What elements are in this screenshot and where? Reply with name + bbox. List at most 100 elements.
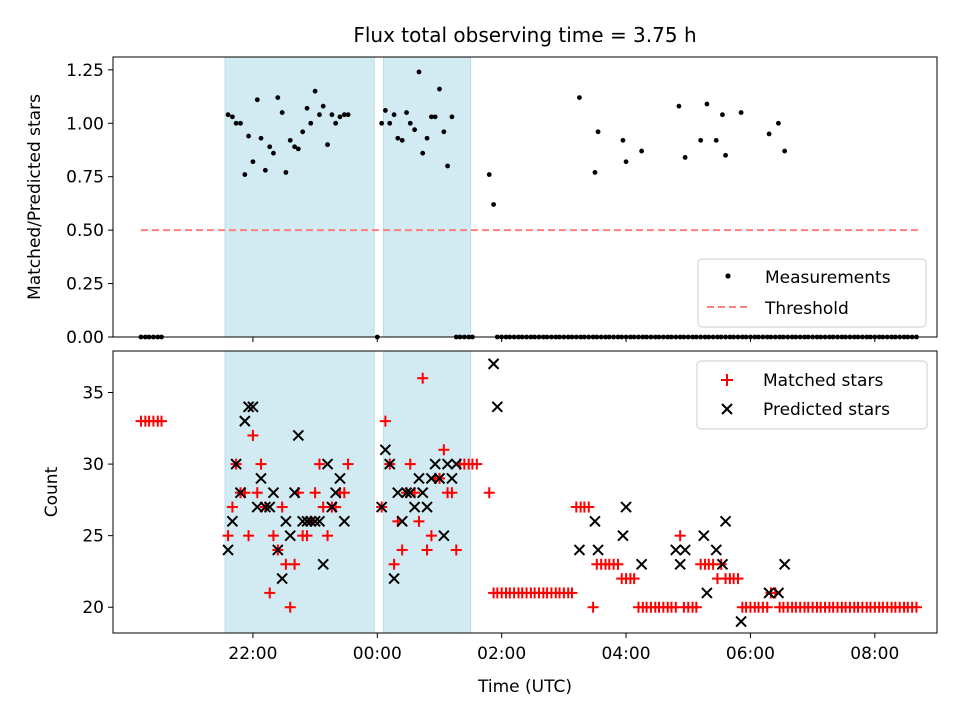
measurement-point <box>766 131 772 137</box>
measurement-point <box>412 127 418 133</box>
measurement-point <box>395 135 401 141</box>
predicted-star-point <box>255 472 267 485</box>
matched-star-point <box>226 501 238 513</box>
y-tick-label: 0.50 <box>66 221 104 241</box>
x-tick-label: 22:00 <box>228 644 277 664</box>
predicted-star-point <box>264 501 276 513</box>
top-panel: Flux total observing time = 3.75 h 0.000… <box>25 23 938 348</box>
measurement-point <box>295 146 301 152</box>
measurement-point <box>416 69 422 75</box>
matched-star-point <box>396 544 408 556</box>
measurement-point <box>720 112 725 118</box>
measurement-point <box>420 150 426 156</box>
predicted-star-point <box>635 558 648 570</box>
measurement-point <box>312 88 318 94</box>
predicted-star-point <box>617 529 629 542</box>
predicted-star-point <box>375 501 388 513</box>
predicted-star-point <box>309 515 321 528</box>
predicted-star-point <box>384 458 396 470</box>
predicted-star-point <box>413 472 425 485</box>
measurement-point <box>254 97 260 103</box>
measurement-point <box>262 167 268 173</box>
measurement-point <box>379 120 385 126</box>
top-legend: Measurements Threshold <box>697 258 927 328</box>
matched-star-point <box>264 587 276 599</box>
matched-star-point <box>156 415 168 427</box>
predicted-star-point <box>589 515 601 528</box>
predicted-star-point <box>416 487 429 499</box>
measurement-point <box>595 129 601 135</box>
measurement-point <box>449 114 455 120</box>
x-tick-label: 00:00 <box>353 644 402 664</box>
predicted-star-point <box>392 487 404 499</box>
measurement-point <box>713 137 719 143</box>
matched-star-point <box>438 444 450 456</box>
bottom-axes-frame <box>112 350 938 634</box>
measurement-point <box>698 137 704 143</box>
predicted-star-point <box>573 544 586 556</box>
legend-measurements-label: Measurements <box>765 268 891 288</box>
measurement-point <box>738 110 744 115</box>
matched-star-point <box>910 601 922 613</box>
matched-star-point <box>301 530 313 542</box>
predicted-star-point <box>487 358 500 370</box>
predicted-star-point <box>222 544 234 556</box>
predicted-star-point <box>234 487 247 499</box>
measurement-point <box>304 105 310 111</box>
measurement-point <box>283 170 289 175</box>
predicted-star-point <box>326 501 338 513</box>
predicted-star-point <box>305 515 317 528</box>
predicted-star-point <box>670 544 682 556</box>
predicted-star-point <box>301 515 313 528</box>
measurement-point <box>258 135 264 141</box>
predicted-star-point <box>772 587 785 599</box>
bottom-matched-points <box>135 372 922 613</box>
predicted-star-point <box>491 401 504 413</box>
bottom-x-ticks: 22:00 00:00 02:00 04:00 06:00 08:00 <box>228 633 899 664</box>
legend-matched-marker <box>721 374 733 386</box>
matched-star-point <box>388 558 400 570</box>
top-y-axis-label: Matched/Predicted stars <box>25 94 45 300</box>
predicted-star-point <box>679 544 691 556</box>
measurement-point <box>300 129 306 135</box>
measurement-point <box>407 120 413 126</box>
measurement-point <box>776 120 781 126</box>
matched-star-point <box>612 558 624 570</box>
y-tick-label: 0.00 <box>66 328 104 348</box>
bottom-legend-box <box>696 360 928 430</box>
matched-star-point <box>583 501 595 513</box>
shaded-interval <box>383 56 472 338</box>
matched-star-point <box>289 558 301 570</box>
bottom-predicted-points <box>222 358 791 628</box>
predicted-star-point <box>716 558 729 570</box>
x-tick-label: 06:00 <box>726 644 775 664</box>
measurement-point <box>308 120 314 126</box>
measurement-point <box>424 135 430 141</box>
predicted-star-point <box>313 515 326 528</box>
predicted-star-point <box>400 487 413 499</box>
top-x-ticks <box>252 337 876 342</box>
predicted-star-point <box>450 458 462 470</box>
predicted-star-point <box>438 529 450 542</box>
matched-star-point <box>566 587 578 599</box>
predicted-star-point <box>329 487 342 499</box>
measurement-point <box>329 112 335 118</box>
predicted-star-point <box>272 544 284 556</box>
predicted-star-point <box>230 458 242 470</box>
measurement-point <box>639 148 645 154</box>
predicted-star-point <box>425 472 438 485</box>
predicted-star-point <box>317 558 329 570</box>
measurement-point <box>445 163 450 169</box>
matched-star-point <box>421 544 433 556</box>
matched-star-point <box>404 458 416 470</box>
predicted-star-point <box>379 444 392 456</box>
measurement-point <box>317 112 322 118</box>
predicted-star-point <box>421 501 433 513</box>
predicted-star-point <box>338 515 351 528</box>
matched-star-point <box>413 515 425 527</box>
y-tick-label: 35 <box>82 384 104 404</box>
matched-star-point <box>251 487 263 499</box>
x-tick-label: 04:00 <box>602 644 651 664</box>
top-legend-box <box>697 258 927 328</box>
